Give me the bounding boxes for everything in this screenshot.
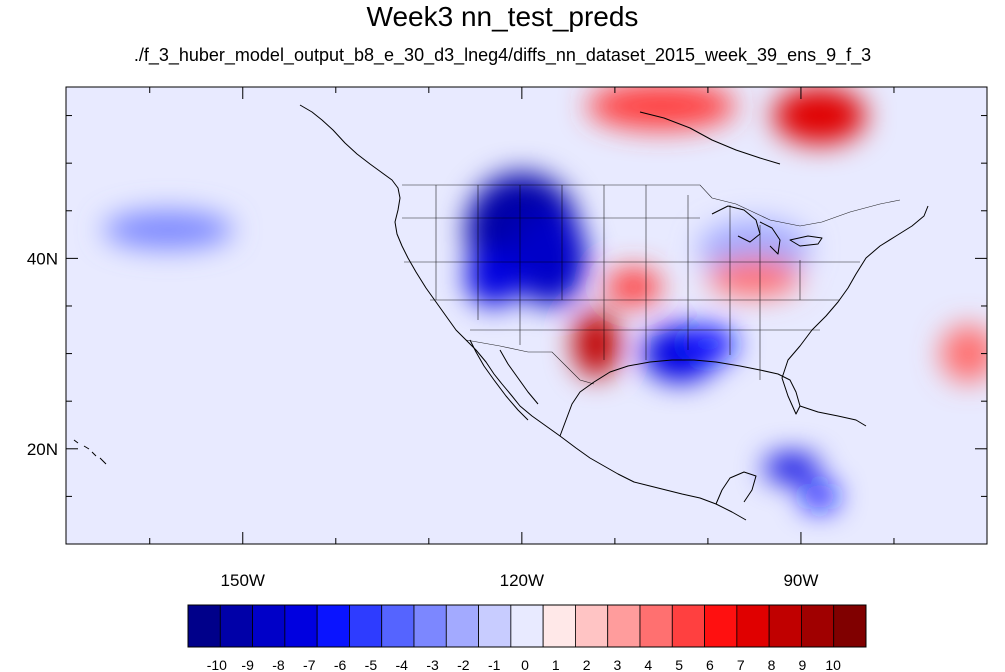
colorbar-label: -2 [457,657,470,672]
colorbar-label: 3 [614,657,622,672]
anomaly-region-11 [773,87,867,145]
colorbar-label: -5 [365,657,378,672]
colorbar-label: 7 [737,657,745,672]
colorbar-swatch [671,604,705,648]
anomaly-field [103,87,987,511]
state-lines [402,185,860,380]
colorbar-label: 8 [768,657,776,672]
anomaly-region-6 [800,482,839,511]
colorbar-label: 1 [552,657,560,672]
colorbar-label: 9 [798,657,806,672]
us-mexico-border [465,339,595,385]
colorbar-label: -8 [272,657,285,672]
map-frame [65,86,988,545]
anomaly-region-14 [940,325,987,383]
colorbar-label: 10 [825,657,841,672]
colorbar-swatch [252,604,286,648]
hawaii-islands [73,439,107,465]
colorbar-swatch [542,604,576,648]
colorbar-swatch [833,604,867,648]
anomaly-region-1 [512,210,587,306]
map-background [66,87,987,544]
colorbar-swatch [445,604,479,648]
lon-tick-label: 150W [221,571,265,590]
map-subtitle: ./f_3_huber_model_output_b8_e_30_d3_lneg… [133,45,872,65]
baja-california-coastline [469,339,539,421]
colorbar-swatch [187,604,221,648]
map-title: Week3 nn_test_preds [366,1,639,32]
colorbar-label: -3 [426,657,439,672]
us-canada-border [402,184,901,227]
colorbar-swatch [413,604,447,648]
anomaly-region-4 [680,325,736,364]
axis-ticks [66,87,988,544]
colorbar-label: 5 [675,657,683,672]
colorbar-label: -7 [303,657,316,672]
colorbar-label: -9 [241,657,254,672]
colorbar-swatch [510,604,544,648]
anomaly-region-2 [466,248,522,306]
cuba-coastline [799,405,867,427]
colorbar-swatch [736,604,770,648]
map-plot-area [66,87,987,544]
colorbar-label: 4 [644,657,652,672]
lat-tick-label: 40N [27,249,58,268]
lon-tick-label: 120W [500,571,544,590]
colorbar-label: 6 [706,657,714,672]
colorbar-swatch [639,604,673,648]
colorbar-swatch [607,604,641,648]
anomaly-region-13 [707,258,801,297]
colorbar-frame [187,604,867,648]
colorbar-label: -4 [396,657,409,672]
colorbar: -10 -9 -8 -7 -6 -5 -4 -3 -2 -1 0 1 2 3 4 5 6 7 8 9 10 [187,604,867,672]
colorbar-label: -10 [207,657,227,672]
lon-tick-label: 90W [783,571,818,590]
colorbar-swatch [575,604,609,648]
colorbar-label: 0 [521,657,529,672]
anomaly-region-5 [763,453,820,483]
colorbar-swatch [478,604,512,648]
anomaly-region-10 [605,267,662,306]
colorbar-swatch [219,604,253,648]
colorbar-swatch [316,604,350,648]
axis-labels: 150W 120W 90W 40N 20N [27,249,819,590]
political-boundaries [402,184,901,385]
colorbar-swatch [704,604,738,648]
colorbar-swatch [284,604,318,648]
lat-tick-label: 20N [27,440,58,459]
great-lakes [711,205,823,255]
anomaly-region-12 [586,87,736,130]
yucatan-coastline [715,471,757,505]
colorbar-label: -6 [334,657,347,672]
colorbar-swatch [381,604,415,648]
colorbar-swatch [801,604,835,648]
colorbar-label: -1 [488,657,501,672]
colorbar-swatch [768,604,802,648]
anomaly-region-8 [103,210,234,249]
anomaly-region-9 [573,310,620,378]
colorbar-label: 2 [583,657,591,672]
hudson-region-coastline [639,111,781,165]
colorbar-swatch [349,604,383,648]
